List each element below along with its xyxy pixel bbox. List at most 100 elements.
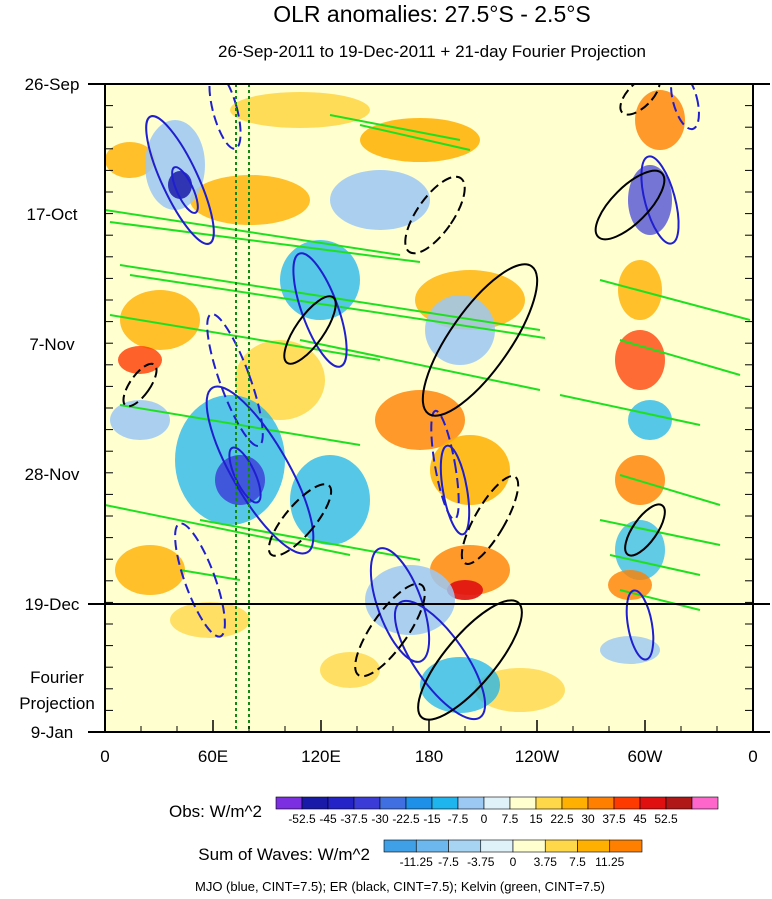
colorbar-swatch [379, 796, 407, 810]
kelvin-contour [359, 124, 471, 151]
kelvin-contour [599, 279, 751, 321]
band-anomaly [608, 570, 652, 600]
mjo-contour [393, 599, 487, 721]
colorbar-swatch [301, 796, 329, 810]
y-tick-label: 17-Oct [26, 205, 77, 224]
kelvin-contour [559, 394, 701, 426]
y-tick-label: 19-Dec [25, 595, 80, 614]
colorbar-level-label: 52.5 [654, 812, 678, 826]
er-contour-dashed [354, 582, 426, 678]
mjo-contour-dashed [208, 84, 242, 150]
colorbar-swatch [691, 796, 719, 810]
kelvin-contour [119, 264, 541, 331]
kelvin-contour [199, 519, 421, 561]
positive-anomaly [430, 545, 510, 595]
colorbar-level-label: -11.25 [400, 855, 433, 869]
colorbar-level-label: 11.25 [595, 855, 624, 869]
colorbar-swatch [609, 839, 643, 853]
mjo-contour [439, 444, 471, 536]
x-tick-label: 60E [198, 747, 228, 766]
y-axis: 26-Sep 17-Oct 7-Nov 28-Nov 19-Dec 9-Jan [25, 75, 753, 742]
y-tick-label: 28-Nov [25, 465, 80, 484]
positive-anomaly [120, 290, 200, 350]
kelvin-contour [119, 404, 361, 446]
y-tick-label: 7-Nov [29, 335, 75, 354]
er-contour-dashed [122, 362, 158, 408]
positive-anomaly [170, 602, 250, 638]
mjo-contour [369, 547, 431, 663]
kelvin-contour [299, 339, 541, 391]
colorbar-level-label: 0 [481, 812, 488, 826]
colorbar-swatch [405, 796, 433, 810]
plot-area [105, 84, 753, 732]
mjo-contour-dashed [174, 522, 226, 638]
colorbar-swatch [577, 839, 611, 853]
projection-label-line2: Projection [19, 694, 95, 713]
x-tick-label: 0 [100, 747, 109, 766]
colorbar-level-label: 3.75 [534, 855, 558, 869]
mjo-contour-dashed [430, 409, 460, 521]
kelvin-contour [109, 221, 421, 263]
mjo-contour [145, 115, 215, 245]
kelvin-contour [179, 569, 241, 581]
positive-anomaly [447, 580, 483, 600]
projection-label-line1: Fourier [30, 668, 84, 687]
colorbar-level-label: 45 [633, 812, 647, 826]
er-contour [421, 263, 539, 417]
colorbar-level-label: 30 [581, 812, 595, 826]
positive-anomaly [105, 142, 155, 178]
colorbar-swatch [535, 796, 563, 810]
colorbar-level-label: 7.5 [502, 812, 519, 826]
colorbar-title: Obs: W/m^2 [169, 802, 262, 821]
band-anomaly [615, 330, 665, 390]
colorbar-swatch [665, 796, 693, 810]
colorbar-level-label: 15 [529, 812, 543, 826]
colorbar-level-label: -3.75 [467, 855, 495, 869]
mjo-contour [625, 589, 655, 661]
colorbar-swatch [512, 839, 546, 853]
colorbar-level-label: 22.5 [550, 812, 574, 826]
x-tick-label: 120E [301, 747, 341, 766]
er-contour-dashed [267, 483, 333, 557]
kelvin-contour [619, 474, 721, 506]
colorbar-title: Sum of Waves: W/m^2 [198, 845, 370, 864]
colorbar-swatch [448, 839, 482, 853]
negative-anomaly [110, 400, 170, 440]
colorbar-level-label: 7.5 [569, 855, 586, 869]
positive-anomaly [320, 652, 380, 688]
negative-anomaly [168, 171, 192, 199]
colorbar-level-label: -37.5 [340, 812, 368, 826]
x-tick-label: 0 [748, 747, 757, 766]
negative-anomaly [365, 565, 455, 635]
y-tick-label: 26-Sep [25, 75, 80, 94]
kelvin-contour [105, 504, 351, 556]
colorbar-level-label: -22.5 [392, 812, 420, 826]
legend-footer: MJO (blue, CINT=7.5); ER (black, CINT=7.… [195, 879, 605, 894]
kelvin-contour [619, 339, 741, 376]
colorbar-level-label: -15 [423, 812, 441, 826]
colorbar-swatch [561, 796, 589, 810]
positive-anomaly [115, 545, 185, 595]
colorbar-level-label: 0 [510, 855, 517, 869]
colorbar-swatch [457, 796, 485, 810]
colorbar-swatch [639, 796, 667, 810]
colorbar-level-label: -52.5 [288, 812, 316, 826]
positive-anomaly [235, 340, 325, 420]
mjo-contour-dashed [670, 84, 700, 131]
mjo-contour [205, 385, 315, 555]
colorbar-swatch [480, 839, 514, 853]
x-tick-label: 60W [628, 747, 663, 766]
colorbar-swatch [383, 839, 417, 853]
x-tick-label: 180 [415, 747, 443, 766]
band-anomaly [635, 90, 685, 150]
er-contours [122, 84, 666, 721]
chart-subtitle: 26-Sep-2011 to 19-Dec-2011 + 21-day Four… [218, 42, 646, 61]
kelvin-contour [105, 209, 401, 256]
colorbar-swatch [275, 796, 303, 810]
positive-anomaly [118, 346, 162, 374]
mjo-contour [228, 446, 262, 504]
colorbar-swatch [353, 796, 381, 810]
colorbar-swatch [327, 796, 355, 810]
colorbar-obs: -52.5 -45 -37.5 -30 -22.5 -15 -7.5 0 7.5 15 22.5 30… [169, 796, 719, 826]
kelvin-contour [619, 589, 701, 611]
